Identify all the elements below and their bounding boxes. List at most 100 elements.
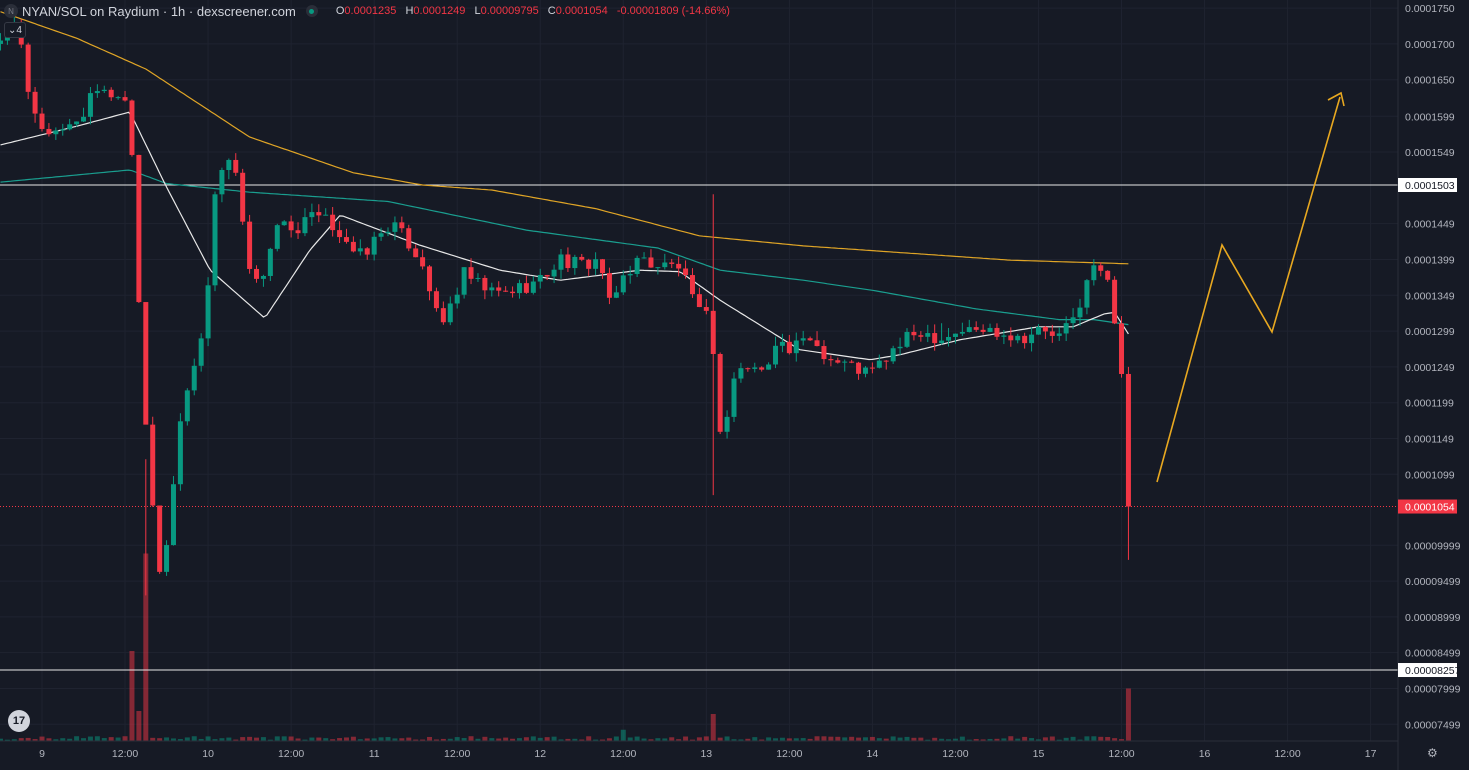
open-label: O — [335, 5, 345, 17]
candle-body — [1112, 279, 1118, 324]
volume-bar — [793, 738, 799, 741]
candle-body — [565, 254, 571, 269]
moving-averages — [0, 11, 1129, 361]
candle-body — [683, 268, 689, 276]
time-tick-label: 12:00 — [112, 748, 138, 760]
volume-bar — [1119, 739, 1125, 741]
volume-bar — [544, 737, 550, 741]
candle-body — [634, 257, 640, 274]
volume-bar — [849, 736, 855, 741]
projection-annotation[interactable] — [1156, 91, 1345, 483]
candle-body — [856, 362, 862, 374]
candle-body — [876, 360, 882, 368]
volume-bar — [295, 738, 301, 741]
candle-body — [579, 256, 585, 260]
volume-bar — [447, 738, 453, 741]
volume-bar — [717, 737, 723, 741]
volume-bar — [406, 737, 412, 741]
volume-bar — [586, 736, 592, 741]
volume-bar — [689, 739, 695, 741]
candle-body — [932, 333, 938, 344]
volume-bar — [399, 738, 405, 741]
volume-bar — [703, 736, 709, 741]
candle-body — [94, 91, 100, 94]
projection-path[interactable] — [1156, 96, 1341, 483]
candle-body — [503, 290, 509, 292]
candle-body — [1042, 326, 1048, 332]
ma-mid-line — [0, 169, 1129, 326]
time-tick-label: 13 — [700, 748, 712, 760]
horizontal-levels[interactable] — [0, 184, 1398, 671]
volume-bar — [523, 737, 529, 741]
price-tick-label: 0.00008999 — [1405, 612, 1461, 624]
volume-bar — [1042, 737, 1048, 741]
candle-body — [198, 338, 204, 366]
volume-bar — [219, 738, 225, 741]
price-tick-label: 0.00009499 — [1405, 576, 1461, 588]
candle-body — [966, 327, 972, 332]
indicators-count: 4 — [16, 24, 22, 36]
volume-bar — [676, 739, 682, 741]
candle-body — [862, 367, 868, 374]
volume-bar — [357, 739, 363, 741]
settings-icon[interactable]: ⚙ — [1427, 746, 1438, 760]
candle-body — [593, 259, 599, 269]
candle-body — [952, 333, 958, 337]
candle-body — [828, 359, 834, 361]
volume-bar — [420, 739, 426, 741]
volume-bar — [136, 711, 142, 741]
volume-bar — [1125, 688, 1131, 741]
volume-bar — [323, 738, 329, 741]
candle-body — [81, 116, 87, 122]
candle-body — [745, 368, 751, 370]
time-tick-label: 12:00 — [776, 748, 802, 760]
candle-body — [46, 128, 52, 135]
price-axis[interactable]: 0.0001750 0.0001700 0.0001650 0.0001599 0.00… — [1398, 3, 1461, 731]
candle-body — [392, 222, 398, 232]
candle-body — [108, 89, 114, 98]
volume-bar — [946, 739, 952, 741]
volume-bar — [226, 737, 232, 741]
price-tick-label: 0.0001750 — [1405, 3, 1455, 15]
volume-bar — [800, 738, 806, 741]
candle-body — [115, 97, 121, 99]
price-tick-label: 0.0001399 — [1405, 254, 1455, 266]
candle-body — [226, 159, 232, 171]
level-low-label-bg — [1398, 663, 1457, 678]
current-price-label-bg — [1398, 499, 1457, 514]
candle-body — [558, 254, 564, 270]
time-tick-label: 12:00 — [1108, 748, 1134, 760]
tradingview-logo-icon[interactable]: 17 — [8, 710, 30, 732]
candle-body — [752, 367, 758, 369]
candles — [0, 16, 1131, 596]
volume-bar — [510, 738, 516, 741]
chart-title: NYAN/SOL on Raydium · 1h · dexscreener.c… — [22, 3, 296, 19]
candle-body — [427, 266, 433, 292]
candle-body — [323, 214, 329, 216]
volume-bar — [53, 739, 59, 741]
candle-body — [240, 172, 246, 222]
time-tick-label: 12:00 — [942, 748, 968, 760]
candle-body — [620, 275, 626, 293]
level-low-label: 0.00008257 — [1405, 665, 1461, 677]
time-axis[interactable]: 9 12:00 10 12:00 11 12:00 12 12:00 13 12:00 14 12:0… — [39, 748, 1377, 760]
candle-body — [786, 341, 792, 354]
volume-bar — [302, 739, 308, 741]
volume-bar — [475, 738, 481, 741]
volume-bar — [766, 737, 772, 741]
candle-body — [447, 303, 453, 323]
volume-bar — [738, 739, 744, 741]
volume-bar — [343, 737, 349, 741]
indicators-toggle[interactable]: ⌄ 4 — [4, 22, 26, 38]
candle-body — [662, 262, 668, 268]
volume-bar — [212, 739, 218, 741]
volume-bar — [191, 736, 197, 741]
candle-body — [717, 354, 723, 432]
volume-bar — [67, 738, 73, 741]
volume-bar — [364, 738, 370, 741]
candle-body — [260, 275, 266, 279]
candle-body — [987, 327, 993, 332]
volume-bar — [966, 739, 972, 741]
price-tick-label: 0.0001199 — [1405, 398, 1454, 410]
